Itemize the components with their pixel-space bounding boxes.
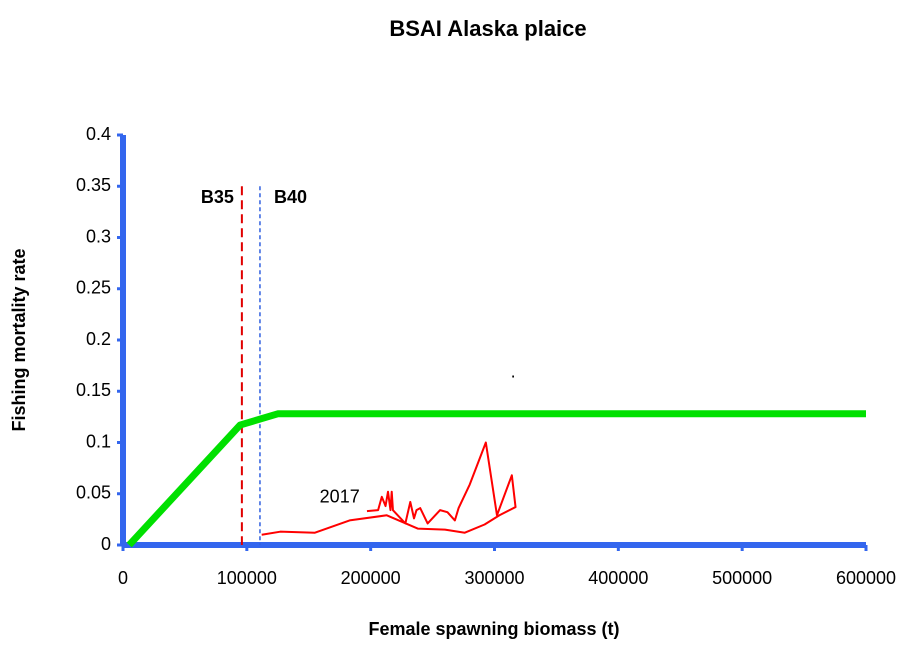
x-axis-label: Female spawning biomass (t) <box>368 619 619 639</box>
y-tick-label: 0 <box>101 534 111 554</box>
x-tick-label: 500000 <box>712 568 772 588</box>
annotation: 2017 <box>320 487 360 507</box>
y-tick-label: 0.25 <box>76 278 111 298</box>
y-tick-label: 0.3 <box>86 226 111 246</box>
y-tick-label: 0.15 <box>76 380 111 400</box>
series-line <box>261 441 517 536</box>
y-tick-label: 0.4 <box>86 124 111 144</box>
y-tick-label: 0.05 <box>76 483 111 503</box>
reference-label: B35 <box>201 187 234 207</box>
y-axis-label: Fishing mortality rate <box>9 248 29 431</box>
x-tick-label: 600000 <box>836 568 896 588</box>
y-tick-label: 0.2 <box>86 329 111 349</box>
x-tick-label: 0 <box>118 568 128 588</box>
chart-title: BSAI Alaska plaice <box>389 16 586 41</box>
x-tick-label: 300000 <box>464 568 524 588</box>
annotation: . <box>511 362 516 382</box>
x-tick-label: 200000 <box>341 568 401 588</box>
y-tick-label: 0.35 <box>76 175 111 195</box>
x-tick-label: 400000 <box>588 568 648 588</box>
y-tick-label: 0.1 <box>86 431 111 451</box>
x-tick-label: 100000 <box>217 568 277 588</box>
reference-label: B40 <box>274 187 307 207</box>
series-line <box>126 410 866 548</box>
